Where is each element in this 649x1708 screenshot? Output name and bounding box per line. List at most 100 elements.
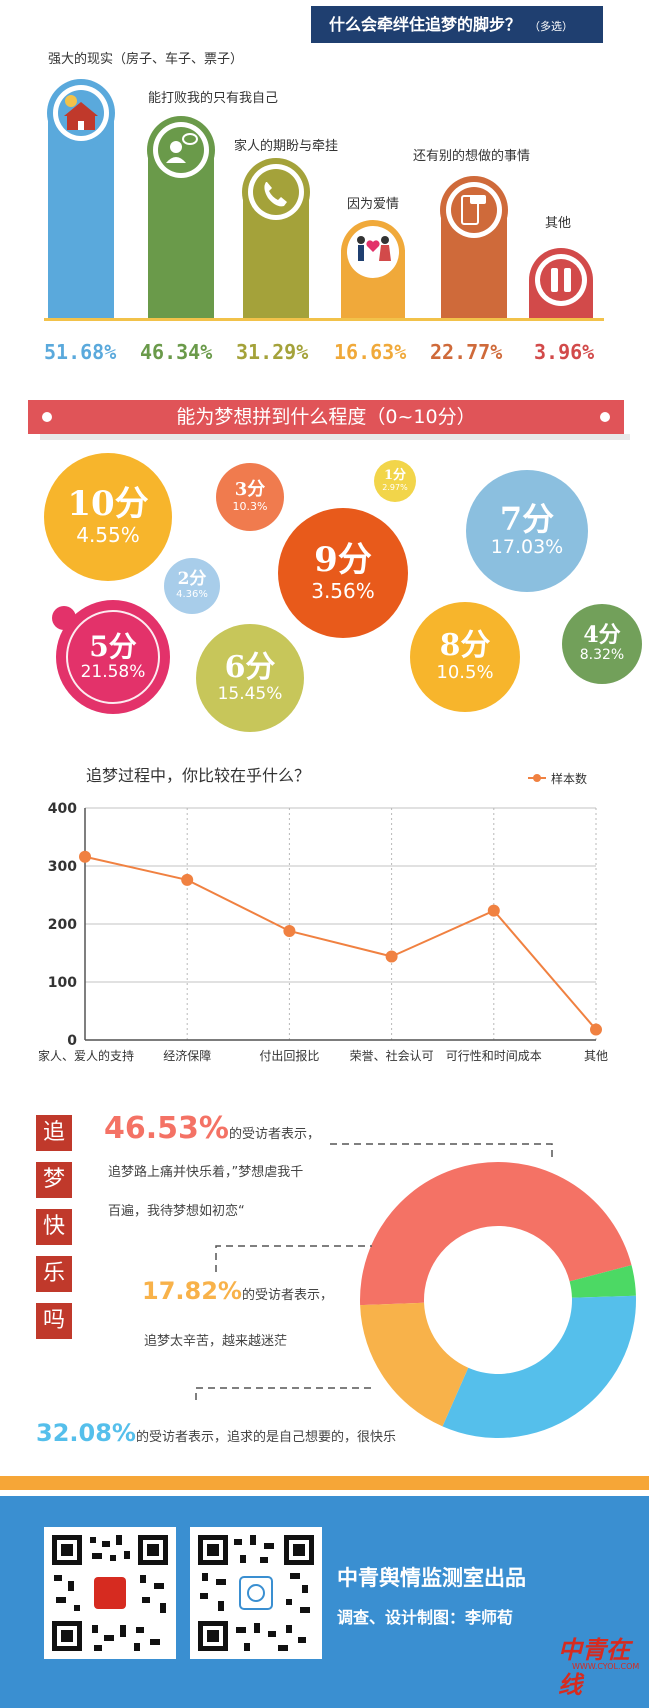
data-point <box>487 904 500 917</box>
stat-1-lead: 的受访者表示， <box>228 1127 320 1142</box>
pillar-label-6: 其他 <box>545 216 572 231</box>
footer-stripe <box>0 1476 649 1490</box>
legend-label: 样本数 <box>551 772 588 786</box>
pillar-5 <box>440 176 508 320</box>
pillar-1 <box>47 79 115 320</box>
donut-area <box>195 1143 636 1438</box>
stat-2-lead: 的受访者表示， <box>241 1288 333 1303</box>
x-tick-label: 经济保障 <box>163 1048 211 1063</box>
x-tick-label: 可行性和时间成本 <box>446 1049 542 1063</box>
title-char-1: 追 <box>36 1115 72 1151</box>
stat-1: 46.53%的受访者表示， <box>104 1111 320 1146</box>
y-tick-label: 300 <box>48 859 77 875</box>
bubble-5: 5分 21.58% <box>52 600 170 714</box>
pillar-pct-2: 46.34% <box>140 340 213 364</box>
stat-3-lead: 的受访者表示，追求的是自己想要的，很快乐 <box>135 1430 396 1445</box>
y-tick-label: 0 <box>67 1033 77 1049</box>
pillar-pct-5: 22.77% <box>430 340 503 364</box>
qr-1-logo <box>94 1577 126 1609</box>
data-point <box>385 950 398 963</box>
bubble-5-tail <box>52 606 76 630</box>
qr-2-svg <box>198 1535 314 1651</box>
y-tick-label: 100 <box>48 975 77 991</box>
chart-title: 追梦过程中，你比较在乎什么？ <box>86 766 311 785</box>
pillar-chart <box>0 0 649 334</box>
bubble-10: 10分 4.55% <box>44 453 172 581</box>
pillar-pct-1: 51.68% <box>44 340 117 364</box>
bubble-6: 6分 15.45% <box>196 624 304 732</box>
pillar-label-2: 能打败我的只有我自己 <box>148 91 279 106</box>
section1-title: 什么会牵绊住追梦的脚步？ （多选） <box>311 6 603 43</box>
bubble-1: 1分 2.97% <box>374 460 416 502</box>
data-point <box>283 924 296 937</box>
banner-dot-left <box>42 412 52 422</box>
pillar-label-4: 因为爱情 <box>347 197 400 212</box>
stat-1-line2: 追梦路上痛并快乐着，”梦想虐我千 <box>108 1165 304 1180</box>
qr-1-svg <box>52 1535 168 1651</box>
pillars-svg <box>47 79 593 320</box>
bubble-7: 7分 17.03% <box>466 470 588 592</box>
bubble-8: 8分 10.5% <box>410 602 520 712</box>
x-tick-label: 付出回报比 <box>259 1048 319 1063</box>
x-tick-label: 家人、爱人的支持 <box>38 1048 134 1063</box>
pillar-pct-6: 3.96% <box>534 340 595 364</box>
qr-code-2 <box>190 1527 322 1659</box>
line-chart-svg: 0 100 200 300 400 家人、爱人的支持 经济保障 付出回报比 荣誉、社会认可 可行性… <box>38 774 608 1063</box>
x-tick-label: 其他 <box>584 1049 608 1063</box>
pillar-label-5: 还有别的想做的事情 <box>413 149 531 164</box>
footer-producer: 中青舆情监测室出品 <box>337 1566 526 1590</box>
leader-line-3 <box>195 1387 376 1400</box>
leader-line-1 <box>330 1143 553 1162</box>
cyol-logo-url: WWW.CYOL.COM <box>572 1662 640 1671</box>
section2-banner: 能为梦想拼到什么程度（0~10分） <box>28 400 624 434</box>
stat-2-pct: 17.82% <box>142 1277 242 1305</box>
couple-heart-icon <box>357 236 391 261</box>
person-speech-icon <box>166 133 198 163</box>
stat-3: 32.08%的受访者表示，追求的是自己想要的，很快乐 <box>36 1419 396 1447</box>
smartphone-chat-icon <box>461 195 486 225</box>
bubble-9: 9分 3.56% <box>278 508 408 638</box>
data-point <box>181 873 194 886</box>
bubble-5-ring <box>66 610 160 704</box>
pillar-6 <box>529 248 593 320</box>
title-char-5: 吗 <box>36 1303 72 1339</box>
house-money-icon <box>64 95 98 130</box>
y-tick-label: 400 <box>48 801 77 817</box>
series-line <box>84 855 597 1031</box>
donut-slice <box>360 1302 469 1427</box>
data-point <box>79 850 91 863</box>
pillar-3 <box>242 158 310 320</box>
leader-line-2 <box>215 1245 372 1272</box>
bubble-2: 2分 4.36% <box>164 558 220 614</box>
x-tick-label: 荣誉、社会认可 <box>350 1048 434 1063</box>
banner-shadow <box>40 434 630 440</box>
y-tick-label: 200 <box>48 917 77 933</box>
bubble-4: 4分 8.32% <box>562 604 642 684</box>
donut-slice <box>442 1295 636 1438</box>
title-char-2: 梦 <box>36 1162 72 1198</box>
stat-1-line3: 百遍，我待梦想如初恋“ <box>108 1204 245 1219</box>
pause-icon <box>551 268 571 292</box>
footer-credit: 调查、设计制图：李师荀 <box>337 1608 514 1627</box>
donut-chart <box>360 1162 636 1438</box>
title-char-4: 乐 <box>36 1256 72 1292</box>
qr-2-logo <box>239 1576 273 1610</box>
cyol-logo: 中青在线 <box>558 1635 630 1699</box>
pillar-pct-3: 31.29% <box>236 340 309 364</box>
section2-title: 能为梦想拼到什么程度（0~10分） <box>176 406 476 428</box>
title-char-3: 快 <box>36 1209 72 1245</box>
phone-icon <box>264 182 287 207</box>
qr-code-1 <box>44 1527 176 1659</box>
banner-dot-right <box>600 412 610 422</box>
line-chart: 0 100 200 300 400 家人、爱人的支持 经济保障 付出回报比 荣誉、社会认可 可行性… <box>0 774 649 1084</box>
pillar-pct-4: 16.63% <box>334 340 407 364</box>
stat-2-line2: 追梦太辛苦，越来越迷茫 <box>144 1334 288 1349</box>
pillar-label-1: 强大的现实（房子、车子、票子） <box>48 52 244 67</box>
donut-slice <box>360 1162 632 1306</box>
stat-3-pct: 32.08% <box>36 1419 136 1447</box>
pillar-4 <box>341 220 405 320</box>
legend-swatch <box>528 774 546 782</box>
stat-1-pct: 46.53% <box>104 1111 229 1146</box>
donut-slice <box>569 1265 636 1298</box>
pillar-label-3: 家人的期盼与牵挂 <box>234 139 339 154</box>
